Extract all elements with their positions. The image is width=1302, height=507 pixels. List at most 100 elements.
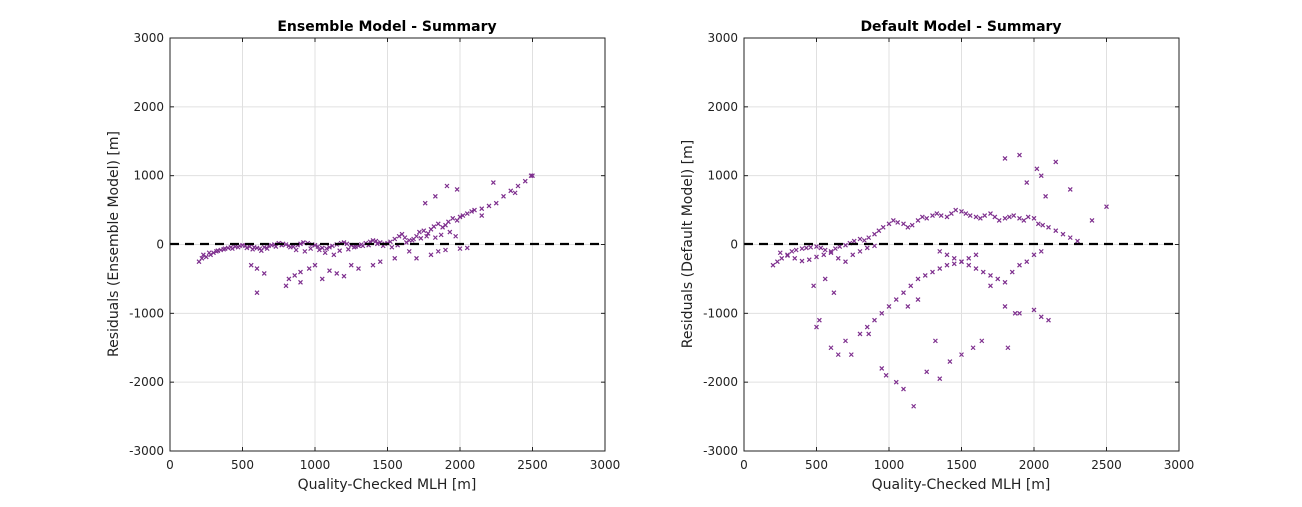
ensemble-data-point <box>324 246 330 252</box>
ensemble-data-point <box>264 246 270 252</box>
default-data-point <box>1075 238 1080 244</box>
default-data-point <box>816 317 822 323</box>
default-x-tick: 1000 <box>874 458 905 472</box>
default-data-point <box>1021 217 1027 223</box>
ensemble-data-point <box>472 207 477 213</box>
ensemble-data-point <box>432 193 438 199</box>
ensemble-data-point <box>508 188 514 194</box>
ensemble-data-point <box>298 241 303 247</box>
ensemble-data-point <box>457 214 463 220</box>
default-data-point <box>1025 214 1031 220</box>
ensemble-data-point <box>286 276 292 282</box>
default-data-point <box>1046 224 1051 230</box>
default-data-point <box>814 324 819 330</box>
default-data-point <box>934 211 940 216</box>
ensemble-data-point <box>312 262 318 268</box>
ensemble-x-tick: 500 <box>231 458 254 472</box>
ensemble-data-point <box>389 244 395 250</box>
ensemble-data-point <box>329 243 335 249</box>
default-data-point <box>792 255 798 261</box>
ensemble-data-point <box>445 219 451 225</box>
default-data-point <box>1031 215 1037 221</box>
ensemble-x-tick: 1500 <box>372 458 403 472</box>
default-data-point <box>1017 262 1022 268</box>
ensemble-data-point <box>337 248 343 254</box>
ensemble-data-point <box>327 244 332 250</box>
ensemble-data-point <box>422 200 428 206</box>
default-data-point <box>930 213 935 219</box>
default-x-tick: 3000 <box>1164 458 1195 472</box>
default-data-point <box>1053 228 1059 234</box>
ensemble-x-axis-label: Quality-Checked MLH [m] <box>298 477 477 493</box>
default-data-point <box>924 369 930 375</box>
ensemble-data-point <box>402 235 408 241</box>
default-data-point <box>982 213 988 219</box>
default-data-point <box>890 217 896 223</box>
default-data-point <box>996 217 1002 223</box>
default-data-point <box>973 214 979 220</box>
ensemble-axes-box <box>169 37 606 452</box>
ensemble-data-point <box>501 193 506 199</box>
default-data-point <box>866 331 872 337</box>
default-data-point <box>909 222 915 228</box>
default-data-point <box>1002 279 1008 285</box>
ensemble-y-tick: -3000 <box>129 444 164 458</box>
default-data-point <box>837 244 843 249</box>
default-data-point <box>814 244 819 249</box>
default-data-point <box>811 283 817 289</box>
ensemble-data-point <box>258 248 264 254</box>
ensemble-data-point <box>302 248 308 254</box>
default-data-point <box>770 262 776 268</box>
default-data-point <box>1053 159 1059 165</box>
default-data-point <box>893 297 899 302</box>
default-data-point <box>951 255 957 261</box>
default-y-tick: 3000 <box>707 31 738 45</box>
default-data-point <box>995 276 1001 282</box>
ensemble-data-point <box>374 241 380 247</box>
default-data-point <box>905 304 911 309</box>
default-data-point <box>970 345 976 351</box>
default-x-tick: 1500 <box>946 458 977 472</box>
default-data-point <box>1035 221 1041 227</box>
default-data-point <box>774 259 780 265</box>
ensemble-x-tick: 0 <box>166 458 174 472</box>
default-data-point <box>951 261 957 267</box>
ensemble-data-point <box>435 221 441 227</box>
default-data-point <box>843 338 848 344</box>
default-data-point <box>1031 252 1037 258</box>
ensemble-x-tick: 2500 <box>517 458 548 472</box>
default-data-point <box>966 255 972 261</box>
default-data-point <box>959 259 964 265</box>
ensemble-data-point <box>319 276 325 282</box>
ensemble-data-point <box>306 266 312 272</box>
ensemble-x-tick: 1000 <box>300 458 331 472</box>
default-data-point <box>1040 222 1046 228</box>
ensemble-data-point <box>387 239 393 245</box>
ensemble-data-point <box>345 246 351 252</box>
default-data-point <box>831 290 837 296</box>
default-data-point <box>966 262 972 268</box>
ensemble-data-point <box>421 228 427 234</box>
ensemble-data-point <box>377 259 383 265</box>
ensemble-y-tick: 0 <box>156 238 164 252</box>
default-data-point <box>879 310 885 316</box>
default-data-point <box>866 235 872 241</box>
default-data-point <box>861 237 867 243</box>
ensemble-data-point <box>334 270 340 276</box>
ensemble-data-point <box>344 241 350 247</box>
default-data-point <box>851 238 857 244</box>
ensemble-data-point <box>416 229 422 235</box>
default-data-point <box>937 248 943 254</box>
default-data-point <box>828 250 834 256</box>
ensemble-data-point <box>435 248 441 254</box>
default-data-point <box>793 247 799 253</box>
ensemble-data-point <box>454 187 460 192</box>
ensemble-data-point <box>356 266 361 272</box>
ensemble-data-point <box>493 200 499 206</box>
ensemble-data-point <box>250 246 256 252</box>
default-data-point <box>777 250 783 256</box>
ensemble-data-point <box>287 244 293 250</box>
ensemble-data-point <box>254 266 260 272</box>
default-data-point <box>850 252 856 258</box>
ensemble-data-point <box>438 232 444 238</box>
